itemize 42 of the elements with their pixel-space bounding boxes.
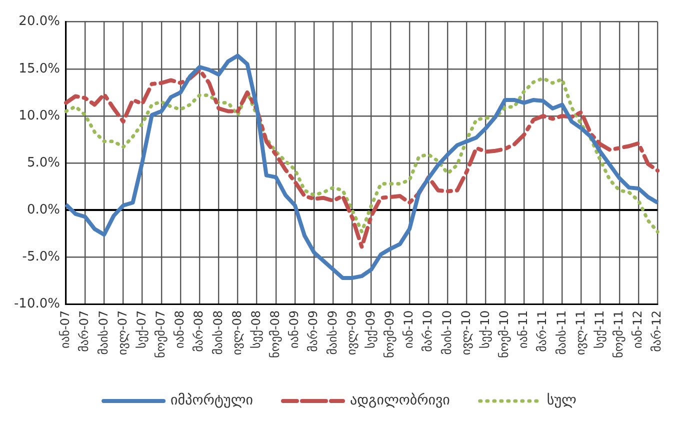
- x-tick-label: ნოემ-09: [382, 310, 397, 358]
- x-tick-label: იან-11: [516, 310, 530, 349]
- x-tick-label: ივლ-11: [573, 310, 588, 356]
- x-tick-label: სექ-08: [248, 310, 263, 348]
- y-tick-label: -5.0%: [22, 250, 60, 265]
- y-tick-label: 15.0%: [18, 61, 60, 76]
- legend-label: სულ: [546, 392, 577, 409]
- x-tick-label: იან-10: [402, 310, 416, 349]
- x-tick-label: სექ-09: [363, 310, 378, 348]
- x-tick-label: იან-09: [287, 310, 302, 349]
- x-tick-label: იან-12: [630, 310, 645, 349]
- x-tick-label: ნოემ-08: [268, 310, 282, 358]
- x-tick-label: მაის-10: [440, 310, 454, 355]
- x-tick-label: ივლ-08: [230, 310, 244, 356]
- x-tick-label: მაის-07: [96, 310, 110, 355]
- legend-label: იმპორტული: [170, 392, 254, 409]
- x-tick-label: მარ-08: [192, 310, 206, 352]
- x-tick-label: სექ-10: [478, 310, 492, 348]
- x-tick-label: მარ-11: [535, 310, 550, 352]
- x-tick-label: სექ-11: [592, 310, 606, 348]
- y-tick-label: 20.0%: [18, 14, 60, 30]
- x-tick-label: ივლ-09: [344, 310, 358, 356]
- x-tick-label: ივლ-07: [115, 310, 130, 356]
- x-tick-label: მაის-11: [554, 310, 568, 355]
- x-tick-label: ნოემ-11: [612, 310, 626, 358]
- y-tick-label: -10.0%: [14, 296, 60, 312]
- x-tick-label: ივლ-10: [458, 310, 473, 356]
- y-tick-label: 0.0%: [26, 202, 60, 218]
- x-tick-label: მარ-12: [650, 310, 664, 352]
- x-tick-label: ნოემ-10: [497, 310, 512, 358]
- x-tick-label: მარ-07: [77, 310, 92, 352]
- x-tick-label: მაის-08: [210, 310, 225, 355]
- y-tick-label: 5.0%: [26, 155, 60, 170]
- x-tick-label: მარ-09: [306, 310, 320, 352]
- legend-label: ადგილობრივი: [350, 392, 450, 409]
- x-tick-label: მარ-10: [420, 310, 435, 352]
- x-tick-label: იან-07: [58, 310, 72, 349]
- x-tick-label: ნოემ-07: [154, 310, 168, 358]
- y-tick-label: 10.0%: [18, 108, 60, 124]
- x-tick-label: მაის-09: [325, 310, 340, 355]
- x-tick-label: იან-08: [172, 310, 187, 349]
- x-tick-label: სექ-07: [134, 310, 148, 348]
